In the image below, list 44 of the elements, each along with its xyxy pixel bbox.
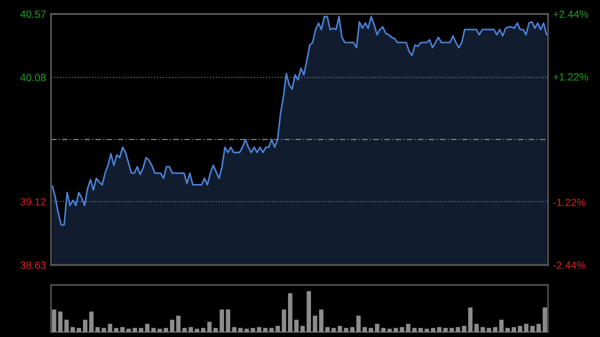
bar bbox=[188, 327, 193, 332]
bar bbox=[70, 327, 75, 332]
y2-tick-label: -2.44% bbox=[553, 262, 586, 269]
bar bbox=[400, 327, 404, 332]
bar bbox=[518, 326, 522, 332]
bar bbox=[325, 327, 330, 332]
bar bbox=[276, 326, 280, 332]
bar bbox=[269, 328, 274, 332]
bar bbox=[474, 324, 479, 332]
bar bbox=[486, 328, 492, 332]
bar bbox=[158, 328, 162, 332]
bar bbox=[64, 320, 69, 332]
bar bbox=[151, 328, 156, 332]
bar bbox=[437, 327, 442, 332]
bar bbox=[430, 328, 436, 332]
y2-tick-label: +1.22% bbox=[553, 73, 588, 81]
bar bbox=[76, 328, 82, 332]
bar bbox=[443, 328, 448, 332]
y2-tick-label: -1.22% bbox=[553, 198, 586, 206]
y2-tick-label: +2.44% bbox=[553, 10, 588, 18]
bar bbox=[108, 324, 112, 332]
bar bbox=[120, 327, 125, 332]
bar bbox=[282, 310, 286, 332]
bar bbox=[356, 316, 361, 332]
bar bbox=[530, 326, 535, 332]
bar bbox=[238, 328, 243, 332]
bar bbox=[480, 327, 485, 332]
y-tick-label: 40.08 bbox=[20, 74, 46, 82]
bar bbox=[226, 310, 230, 332]
bar bbox=[319, 310, 324, 332]
bar bbox=[114, 328, 118, 332]
bar bbox=[164, 328, 168, 332]
bar bbox=[524, 324, 528, 332]
bar bbox=[194, 328, 200, 332]
bar bbox=[412, 328, 417, 332]
bar bbox=[232, 327, 236, 332]
bar bbox=[368, 328, 374, 332]
bar bbox=[406, 324, 410, 332]
y-tick-label: 38.63 bbox=[20, 262, 46, 269]
y-tick-label: 40.57 bbox=[20, 10, 46, 18]
bar bbox=[182, 328, 187, 332]
bar bbox=[362, 327, 367, 332]
y-tick-label: 39.12 bbox=[20, 198, 46, 206]
bar bbox=[312, 316, 318, 332]
